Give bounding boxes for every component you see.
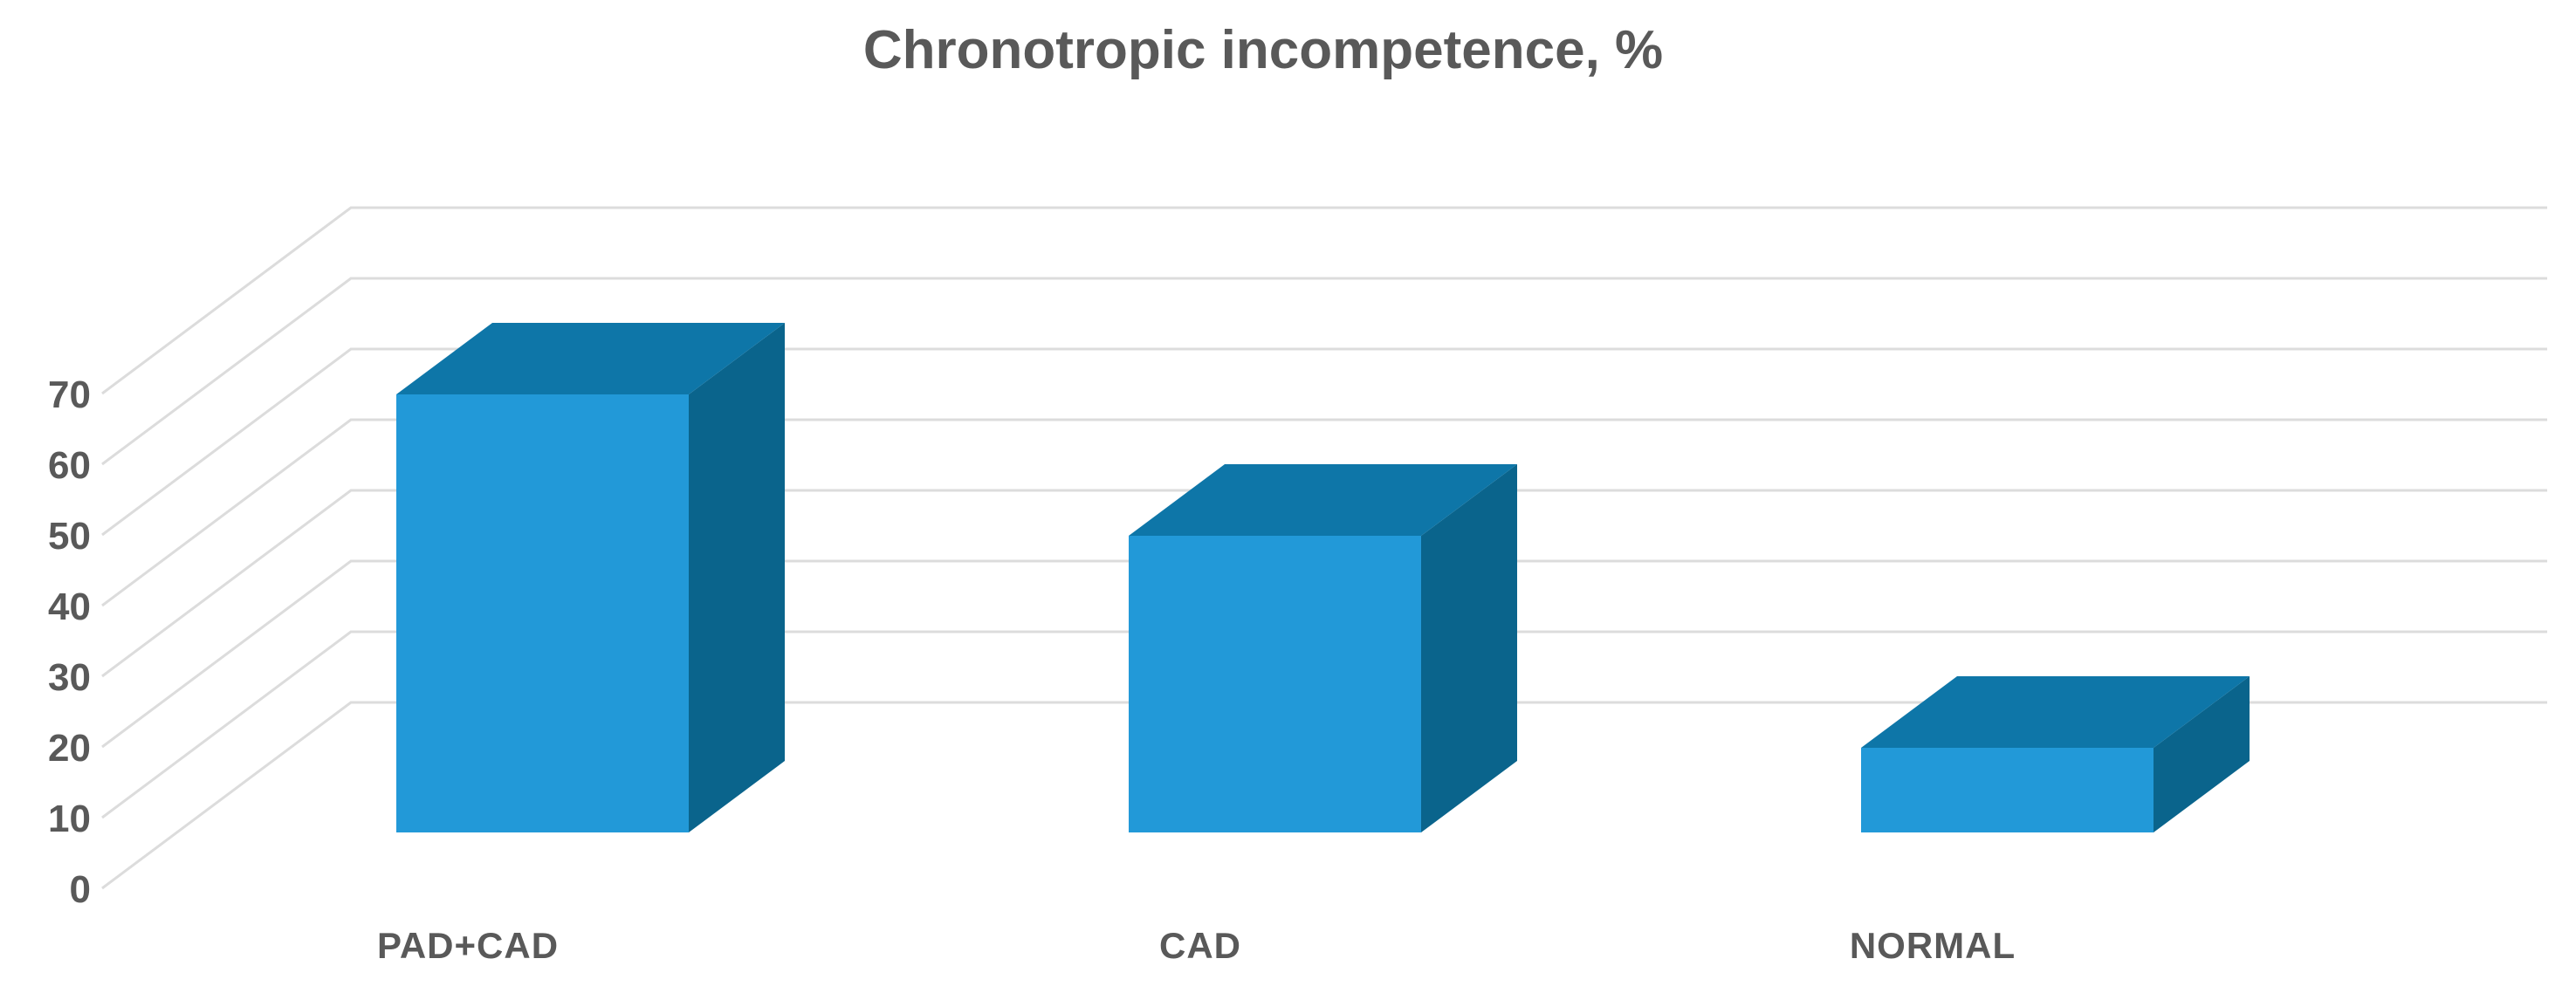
gridline-70 [101,206,2547,395]
category-labels: PAD+CAD CAD NORMAL [377,925,2016,966]
gridline-60 [101,277,2547,466]
bar-top-face [396,323,785,394]
y-tick-label-30: 30 [48,656,91,699]
gridline-0 [101,701,2547,890]
bar-side-face [689,323,785,832]
bar-normal [1861,676,2250,832]
bar-front-face [396,394,689,832]
y-tick-label-70: 70 [48,373,91,416]
bar-pad-cad [396,323,785,832]
gridline-40 [101,418,2547,607]
y-tick-label-0: 0 [70,868,91,911]
y-tick-label-50: 50 [48,515,91,558]
gridline-50 [101,347,2547,537]
bar-cad [1129,464,1517,832]
y-tick-label-10: 10 [48,798,91,840]
gridlines [101,206,2547,890]
y-tick-label-20: 20 [48,727,91,770]
category-label-cad: CAD [1159,925,1241,966]
gridline-20 [101,559,2547,749]
bar-front-face [1861,748,2154,832]
gridline-30 [101,489,2547,678]
bar-front-face [1129,536,1421,832]
bar-top-face [1129,464,1517,536]
category-label-pad-cad: PAD+CAD [377,925,559,966]
bar-top-face [1861,676,2250,748]
bar-side-face [1421,464,1517,832]
y-tick-label-40: 40 [48,586,91,628]
y-tick-label-60: 60 [48,444,91,487]
category-label-normal: NORMAL [1850,925,2016,966]
gridline-10 [101,630,2547,819]
chart-title: Chronotropic incompetence, % [863,20,1663,80]
bars [396,323,2250,832]
bar-side-face [2154,676,2250,832]
y-axis-tick-labels: 0 10 20 30 40 50 60 70 [48,373,91,911]
